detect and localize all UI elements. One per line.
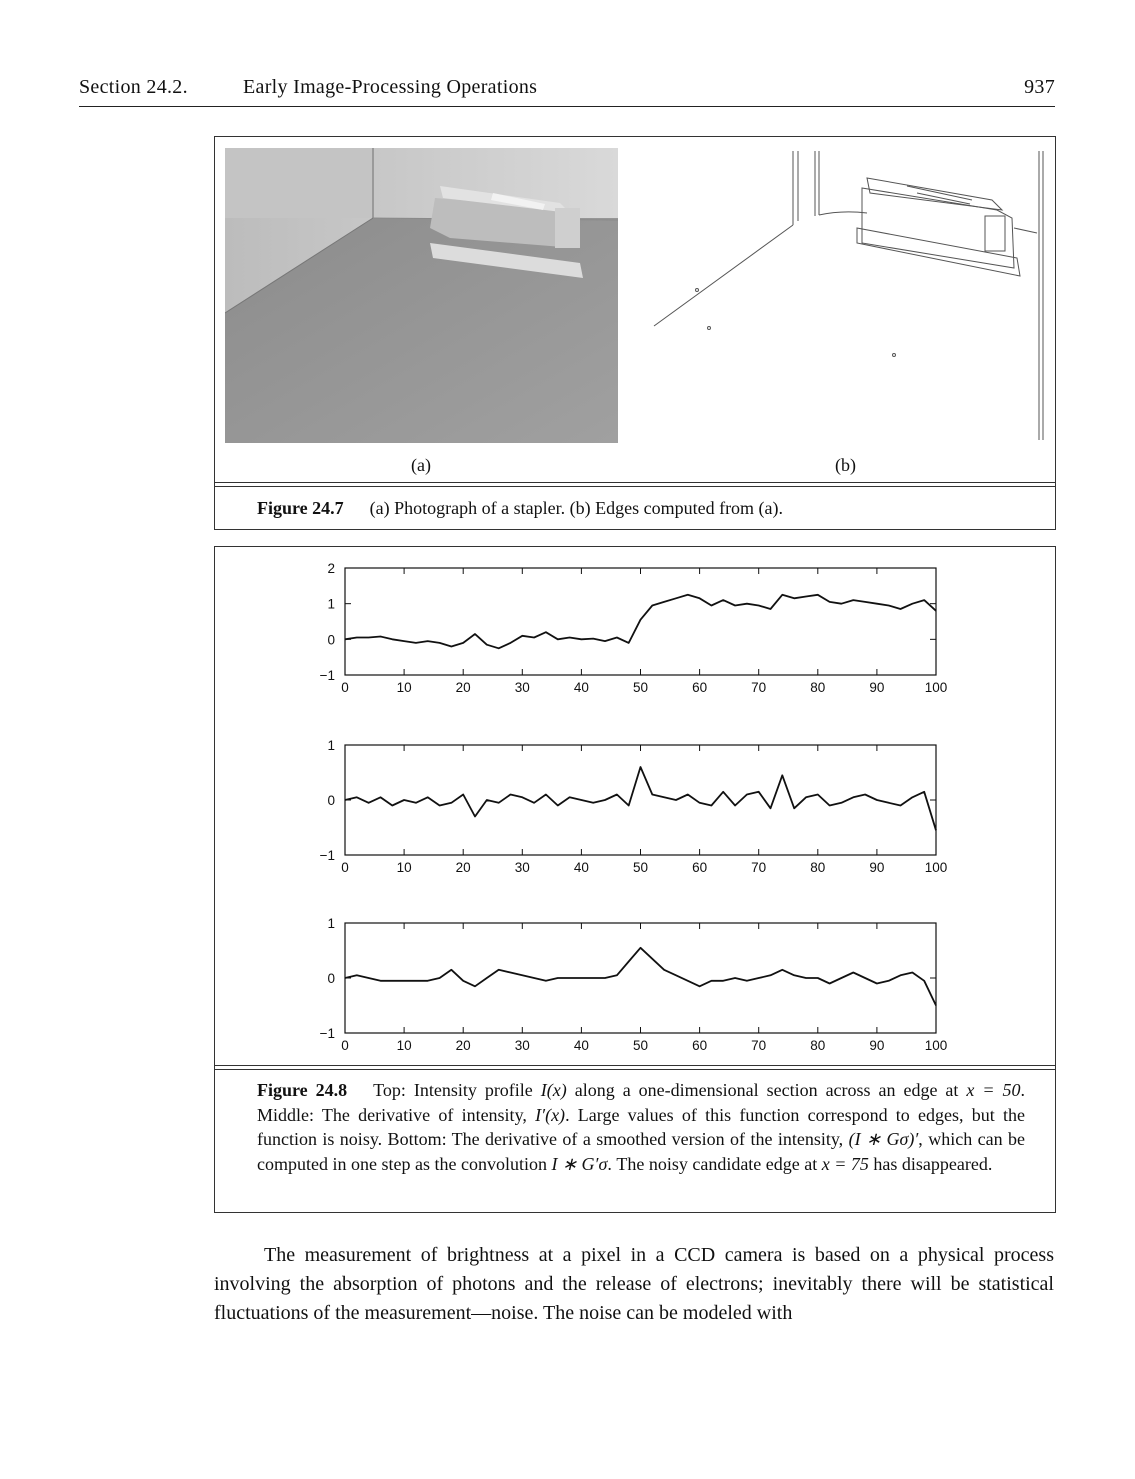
header-title: Early Image-Processing Operations: [243, 76, 538, 98]
x-tick-label: 0: [341, 860, 349, 875]
x-tick-label: 20: [456, 1038, 471, 1053]
x-tick-label: 20: [456, 860, 471, 875]
stapler-edge-map: [653, 151, 1044, 440]
math-edge-location: x = 50: [966, 1080, 1021, 1100]
y-tick-label: 0: [327, 971, 335, 986]
x-tick-label: 70: [751, 860, 766, 875]
y-tick-label: 0: [327, 632, 335, 647]
caption-text: along a one-dimensional section across a…: [566, 1080, 967, 1100]
x-tick-label: 10: [397, 680, 412, 695]
header-section: Section 24.2.: [79, 76, 188, 98]
series-line: [344, 766, 937, 831]
stapler-photo: [225, 148, 618, 443]
x-tick-label: 100: [925, 680, 948, 695]
x-tick-label: 40: [574, 680, 589, 695]
figure-24-7: (a) (b) Figure 24.7 (a) Photograph of a s…: [214, 136, 1056, 530]
x-tick-label: 80: [810, 1038, 825, 1053]
subfigure-label-b: (b): [835, 455, 856, 475]
x-tick-label: 90: [869, 1038, 884, 1053]
body-paragraph: The measurement of brightness at a pixel…: [214, 1244, 1054, 1324]
math-intensity: I(x): [540, 1080, 567, 1100]
figure-number: Figure 24.7: [257, 498, 344, 518]
caption-text: , which can be computed in one step as t…: [257, 1129, 1025, 1174]
x-tick-label: 70: [751, 680, 766, 695]
x-tick-label: 50: [633, 680, 648, 695]
x-tick-label: 90: [869, 680, 884, 695]
x-tick-label: 80: [810, 680, 825, 695]
x-tick-label: 60: [692, 1038, 707, 1053]
body-text: The measurement of brightness at a pixel…: [214, 1241, 1054, 1327]
x-tick-label: 50: [633, 860, 648, 875]
math-derivative: I′(x): [535, 1104, 566, 1125]
x-tick-label: 10: [397, 1038, 412, 1053]
x-tick-label: 0: [341, 1038, 349, 1053]
x-tick-label: 10: [397, 860, 412, 875]
x-tick-label: 80: [810, 860, 825, 875]
figure-24-8: 0 10 20 30 40 50 60 70 80 90 100 2 1 0 −1 0 10 20 30 40 50 60…: [214, 546, 1056, 1213]
figure-number: Figure 24.8: [257, 1080, 348, 1100]
running-header: Section 24.2. Early Image-Processing Ope…: [79, 74, 1055, 107]
y-tick-label: 1: [327, 916, 335, 931]
math-convolution: I ∗ G′σ: [551, 1153, 608, 1174]
x-tick-label: 30: [515, 680, 530, 695]
y-tick-label: 1: [327, 597, 335, 612]
caption-divider: [215, 1065, 1055, 1070]
x-tick-label: 50: [633, 1038, 648, 1053]
y-tick-label: 1: [327, 738, 335, 753]
figure-24-8-caption: Figure 24.8 Top: Intensity profile I(x) a…: [257, 1078, 1025, 1176]
x-tick-label: 20: [456, 680, 471, 695]
y-tick-label: 0: [327, 793, 335, 808]
caption-text: . Middle: The derivative of intensity,: [257, 1080, 1025, 1125]
caption-divider: [215, 482, 1055, 487]
x-tick-label: 0: [341, 680, 349, 695]
subfigure-label-a: (a): [411, 455, 431, 475]
series-line: [344, 593, 937, 650]
x-tick-label: 30: [515, 1038, 530, 1053]
caption-text: . The noisy candidate edge at: [607, 1153, 822, 1174]
x-tick-label: 90: [869, 860, 884, 875]
x-tick-label: 30: [515, 860, 530, 875]
math-noisy-edge: x = 75: [821, 1153, 869, 1174]
x-tick-label: 40: [574, 1038, 589, 1053]
y-tick-label: −1: [320, 1026, 335, 1041]
figure-24-7-caption: Figure 24.7 (a) Photograph of a stapler. …: [257, 496, 1025, 521]
caption-text: has disappeared.: [868, 1153, 993, 1174]
caption-text: Top: Intensity profile: [373, 1080, 541, 1100]
x-tick-label: 100: [925, 860, 948, 875]
x-tick-label: 100: [925, 1038, 948, 1053]
plot-frame: [344, 922, 937, 1034]
caption-text: . Large values of this function correspo…: [257, 1104, 1025, 1150]
x-tick-label: 70: [751, 1038, 766, 1053]
y-tick-label: 2: [327, 561, 335, 576]
y-tick-label: −1: [320, 848, 335, 863]
caption-text: (a) Photograph of a stapler. (b) Edges c…: [369, 498, 784, 518]
y-tick-label: −1: [320, 668, 335, 683]
math-smoothed-derivative: (I ∗ Gσ)′: [848, 1129, 919, 1150]
x-tick-label: 60: [692, 860, 707, 875]
x-tick-label: 60: [692, 680, 707, 695]
series-line: [344, 946, 937, 1006]
x-tick-label: 40: [574, 860, 589, 875]
page-number: 937: [1024, 76, 1055, 98]
